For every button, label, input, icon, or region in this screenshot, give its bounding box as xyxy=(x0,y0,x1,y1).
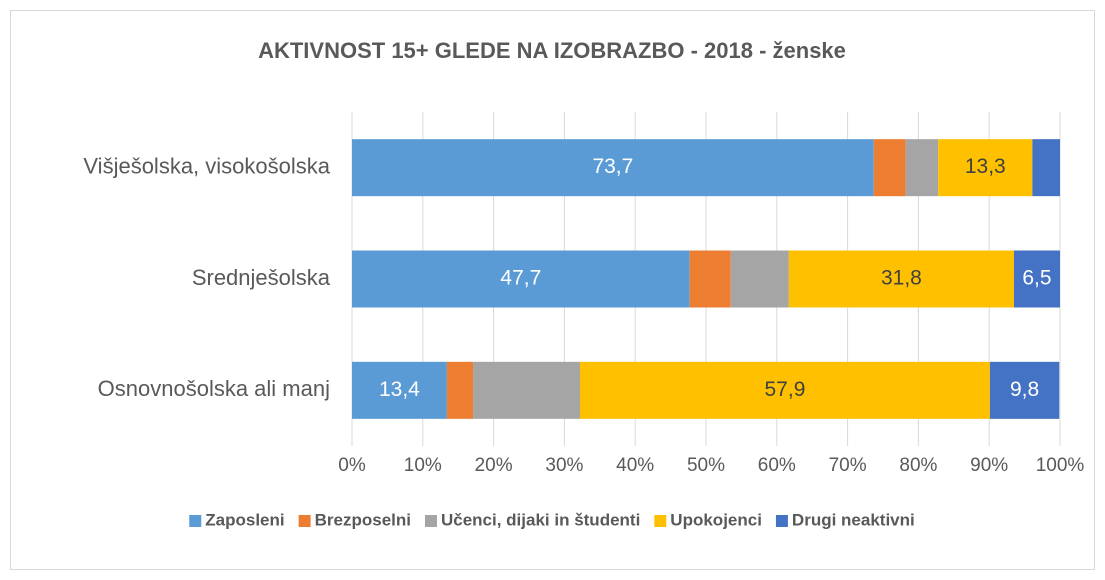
data-label: 73,7 xyxy=(592,155,633,178)
bar-segment xyxy=(1032,139,1060,197)
data-label: 6,5 xyxy=(1022,267,1051,290)
legend-swatch xyxy=(775,515,788,527)
legend-swatch xyxy=(424,515,437,527)
legend-label: Drugi neaktivni xyxy=(792,510,915,529)
legend-item: Učenci, dijaki in študenti xyxy=(424,510,640,529)
legend-label: Brezposelni xyxy=(315,510,411,529)
bar-segment xyxy=(873,139,906,197)
x-tick-label: 40% xyxy=(616,455,654,476)
data-label: 47,7 xyxy=(500,267,541,290)
bar-segment xyxy=(579,361,990,419)
legend-item: Upokojenci xyxy=(654,510,762,529)
x-tick-label: 90% xyxy=(970,455,1008,476)
bar-segment xyxy=(905,139,939,197)
legend-label: Učenci, dijaki in študenti xyxy=(441,510,640,529)
bar-segment xyxy=(352,139,874,197)
x-tick-label: 60% xyxy=(758,455,796,476)
x-tick-label: 100% xyxy=(1036,455,1085,476)
legend-label: Zaposleni xyxy=(205,510,284,529)
y-tick-label: Osnovnošolska ali manj xyxy=(98,376,330,401)
x-tick-label: 80% xyxy=(899,455,937,476)
chart-title: AKTIVNOST 15+ GLEDE NA IZOBRAZBO - 2018 … xyxy=(258,38,846,63)
data-label: 9,8 xyxy=(1010,378,1039,401)
data-label: 31,8 xyxy=(881,267,922,290)
y-tick-label: Srednješolska xyxy=(192,265,331,290)
x-tick-label: 20% xyxy=(475,455,513,476)
legend-item: Zaposleni xyxy=(189,510,285,529)
data-label: 57,9 xyxy=(765,378,806,401)
x-tick-label: 50% xyxy=(687,455,725,476)
x-tick-label: 70% xyxy=(829,455,867,476)
bar-segment xyxy=(352,361,447,419)
x-tick-label: 30% xyxy=(545,455,583,476)
y-tick-label: Višješolska, visokošolska xyxy=(83,153,330,178)
x-tick-label: 10% xyxy=(404,455,442,476)
legend-swatch xyxy=(189,515,202,527)
bar-segment xyxy=(730,250,789,308)
bar-segment xyxy=(938,139,1033,197)
legend-item: Drugi neaktivni xyxy=(775,510,915,529)
legend-label: Upokojenci xyxy=(670,510,762,529)
bar-segment xyxy=(989,361,1060,419)
data-label: 13,4 xyxy=(379,378,420,401)
bar-segment xyxy=(473,361,580,419)
bar-segment xyxy=(1013,250,1060,308)
bar-segment xyxy=(352,250,690,308)
data-label: 13,3 xyxy=(965,155,1006,178)
legend-swatch xyxy=(298,515,311,527)
bar-segment xyxy=(788,250,1014,308)
legend-item: Brezposelni xyxy=(298,510,411,529)
x-tick-label: 0% xyxy=(338,455,366,476)
bar-segment xyxy=(689,250,731,308)
legend-swatch xyxy=(654,515,667,527)
bar-segment xyxy=(446,361,474,419)
